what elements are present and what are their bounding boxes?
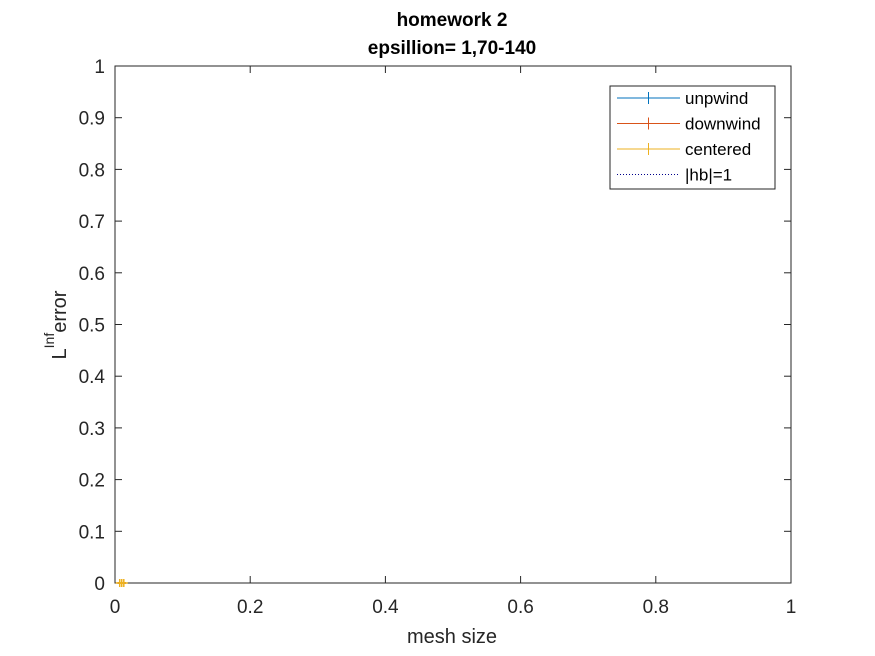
series-layer	[115, 579, 128, 587]
y-axis: 0 0.1 0.2 0.3 0.4 0.5 0.6 0.7 0.8 0.9 1	[79, 57, 791, 595]
y-tick-label: 0.4	[79, 367, 106, 388]
legend-label: centered	[685, 140, 751, 159]
x-tick-label: 0.2	[237, 597, 263, 618]
x-tick-label: 0	[110, 597, 121, 618]
legend-item: downwind	[617, 115, 761, 134]
y-axis-label-main: L	[49, 348, 71, 359]
legend-item: centered	[617, 140, 751, 159]
svg-text:LInferror: LInferror	[41, 290, 71, 359]
legend-box	[609, 85, 776, 190]
x-tick-label: 0.4	[372, 597, 399, 618]
x-tick-label: 0.6	[507, 597, 533, 618]
y-axis-label-superscript: Inf	[41, 333, 57, 349]
data-point	[119, 579, 128, 587]
legend: unpwind downwind centered |hb|=1	[609, 85, 776, 190]
y-tick-label: 0.6	[79, 264, 105, 285]
legend-label: |hb|=1	[685, 166, 732, 185]
y-tick-label: 0.3	[79, 419, 105, 440]
y-tick-label: 0	[94, 574, 105, 595]
y-tick-label: 0.2	[79, 471, 105, 492]
y-tick-label: 0.5	[79, 316, 105, 337]
chart-subtitle: epsillion= 1,70-140	[368, 38, 536, 59]
legend-label: unpwind	[685, 89, 748, 108]
legend-item: |hb|=1	[617, 166, 732, 185]
y-tick-label: 0.8	[79, 160, 105, 181]
x-axis-label: mesh size	[407, 626, 497, 648]
y-tick-label: 0.1	[79, 522, 105, 543]
y-tick-label: 1	[94, 57, 105, 78]
x-tick-label: 1	[786, 597, 797, 618]
x-tick-label: 0.8	[643, 597, 669, 618]
legend-label: downwind	[685, 115, 761, 134]
x-axis: 0 0.2 0.4 0.6 0.8 1	[110, 66, 797, 618]
legend-item: unpwind	[617, 89, 748, 108]
y-axis-label: LInferror	[41, 290, 71, 359]
y-tick-label: 0.7	[79, 212, 105, 233]
y-axis-label-rest: error	[49, 290, 71, 333]
y-tick-label: 0.9	[79, 109, 105, 130]
chart-title: homework 2	[397, 10, 508, 31]
